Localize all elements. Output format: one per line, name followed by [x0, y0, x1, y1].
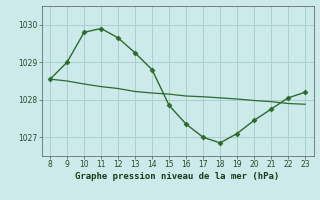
X-axis label: Graphe pression niveau de la mer (hPa): Graphe pression niveau de la mer (hPa) — [76, 172, 280, 181]
